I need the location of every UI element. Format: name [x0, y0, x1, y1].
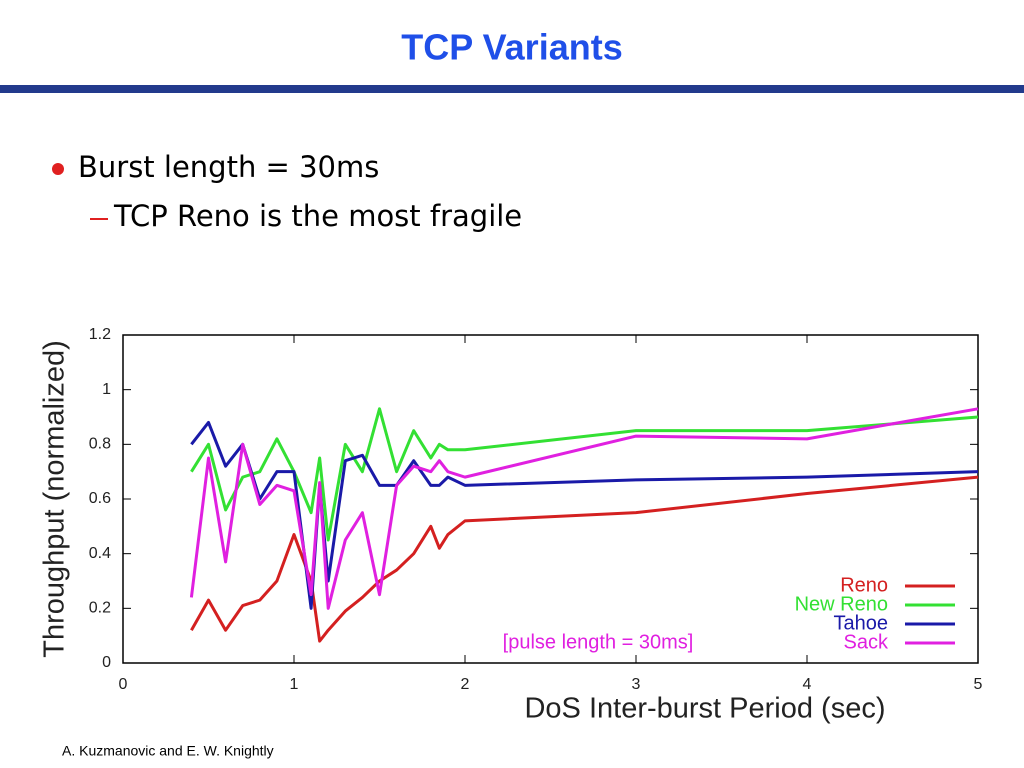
x-axis-label: DoS Inter-burst Period (sec) [524, 693, 885, 725]
bullet: Burst length = 30ms [78, 150, 379, 184]
sub-bullet: TCP Reno is the most fragile [113, 199, 522, 233]
legend-label: Sack [844, 631, 889, 653]
x-tick-label: 3 [632, 676, 641, 693]
legend-label: Reno [840, 574, 888, 596]
y-tick-label: 0.8 [89, 436, 111, 453]
x-tick-label: 0 [119, 676, 128, 693]
y-axis-label: Throughput (normalized) [39, 340, 71, 658]
y-tick-label: 1.2 [89, 326, 111, 343]
footer: A. Kuzmanovic and E. W. Knightly [62, 743, 274, 759]
bullet-dot [52, 163, 64, 175]
title-bar [0, 85, 1024, 93]
x-tick-label: 2 [461, 676, 470, 693]
sub-bullet-dash [90, 218, 108, 220]
y-tick-label: 1 [102, 381, 111, 398]
series-line [190, 475, 979, 643]
legend-label: New Reno [795, 593, 888, 615]
y-tick-label: 0.4 [89, 545, 111, 562]
y-tick-label: 0.2 [89, 600, 111, 617]
x-tick-label: 5 [974, 676, 983, 693]
x-tick-label: 1 [290, 676, 299, 693]
x-tick-label: 4 [803, 676, 812, 693]
slide-title: TCP Variants [401, 27, 622, 68]
series-line [189, 407, 979, 610]
y-tick-label: 0 [102, 654, 111, 671]
legend-label: Tahoe [834, 612, 889, 634]
y-tick-label: 0.6 [89, 490, 111, 507]
annotation: [pulse length = 30ms] [503, 631, 694, 653]
